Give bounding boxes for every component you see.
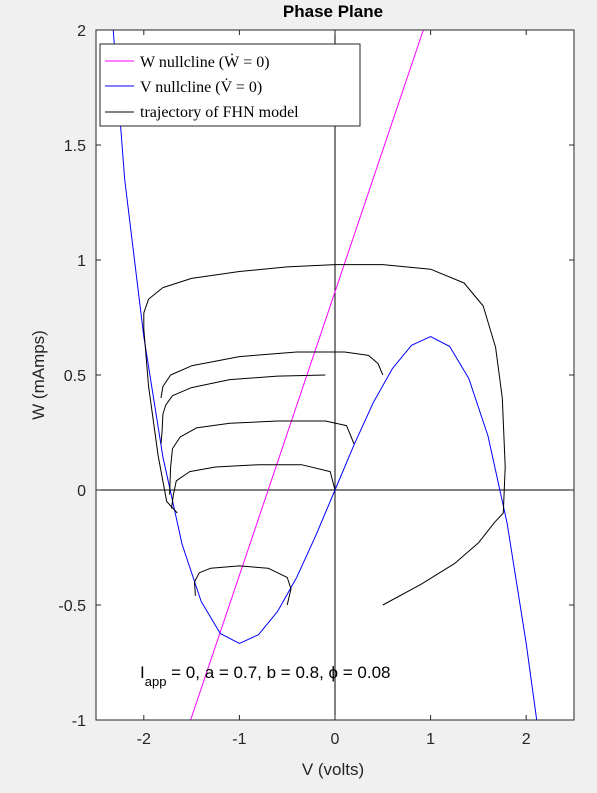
y-axis-label: W (mAmps) [29,330,48,420]
legend-label-trajectory: trajectory of FHN model [140,104,299,121]
y-tick-label: 0 [77,483,86,500]
legend: W nullcline (Ẇ = 0) V nullcline (V̇ = 0)… [99,43,361,127]
x-tick-label: -1 [232,731,246,748]
x-tick-label: 2 [522,731,531,748]
chart-title: Phase Plane [283,2,383,21]
legend-box [99,43,361,127]
legend-label-w-nullcline: W nullcline (Ẇ = 0) [140,53,270,71]
parameter-annotation: Iapp = 0, a = 0.7, b = 0.8, ϕ = 0.08 [140,663,391,689]
y-tick-label: -1 [72,713,86,730]
v-nullcline-line [112,30,538,720]
trajectory-line-5 [171,464,336,509]
y-tick-label: -0.5 [58,598,86,615]
series-layer [112,30,538,720]
axis-ticks: -2 -1 0 1 2 -1 -0.5 0 0.5 1 1.5 2 [58,23,574,748]
y-tick-label: 1.5 [64,138,86,155]
y-tick-label: 2 [77,23,86,40]
x-tick-label: -2 [137,731,151,748]
trajectory-line-3 [160,374,326,445]
trajectory-line-6 [194,565,292,606]
trajectory-line-2 [160,351,384,399]
trajectory-line-4 [169,420,355,495]
y-tick-label: 0.5 [64,368,86,385]
y-tick-label: 1 [77,253,86,270]
x-tick-label: 1 [426,731,435,748]
x-tick-label: 0 [331,731,340,748]
trajectory-line-1 [143,264,506,606]
legend-label-v-nullcline: V nullcline (V̇ = 0) [140,78,262,96]
x-axis-label: V (volts) [302,760,364,779]
